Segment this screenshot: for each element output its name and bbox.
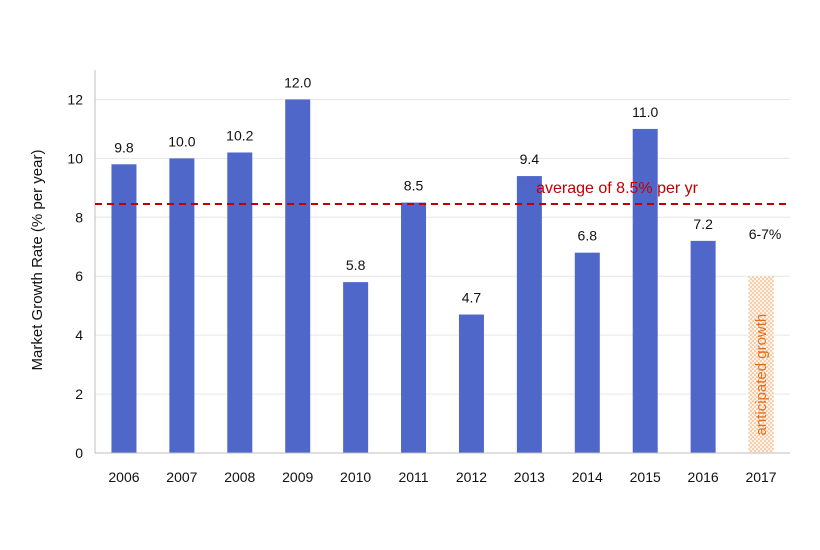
data-label-2013: 9.4 — [520, 151, 540, 167]
data-label-2011: 8.5 — [404, 178, 424, 194]
x-tick-label-2013: 2013 — [514, 469, 545, 485]
x-tick-label-2010: 2010 — [340, 469, 371, 485]
bar-2014 — [574, 252, 600, 453]
x-tick-label-2008: 2008 — [224, 469, 255, 485]
data-label-2008: 10.2 — [226, 127, 253, 143]
x-tick-label-2016: 2016 — [688, 469, 719, 485]
data-labels: 9.8 10.0 10.2 12.0 5.8 8.5 4.7 9.4 6.8 11.0 7.2 6-7… — [114, 74, 781, 435]
bars — [111, 99, 716, 454]
x-tick-label-2007: 2007 — [166, 469, 197, 485]
y-tick-label: 4 — [75, 327, 83, 343]
x-tick-label-2009: 2009 — [282, 469, 313, 485]
bar-2012 — [458, 314, 484, 453]
data-label-2015: 11.0 — [632, 104, 658, 120]
y-tick-label: 6 — [75, 268, 83, 284]
bar-2013 — [516, 176, 542, 454]
y-tick-label: 0 — [75, 445, 83, 461]
axes: 0 2 4 6 8 10 12 2006 2007 2008 2009 2010 2011 2012 201… — [67, 70, 790, 485]
data-label-2006: 9.8 — [114, 139, 134, 155]
bar-2015 — [632, 128, 658, 453]
anticipated-growth-region — [748, 276, 774, 453]
x-tick-label-2015: 2015 — [630, 469, 661, 485]
y-axis-title: Market Growth Rate (% per year) — [29, 150, 46, 371]
average-label: average of 8.5% per yr — [536, 180, 699, 197]
y-tick-label: 8 — [75, 209, 83, 225]
anticipated-growth-label: anticipated growth — [753, 314, 770, 436]
x-tick-label-2017: 2017 — [745, 469, 776, 485]
data-label-2009: 12.0 — [284, 74, 311, 90]
data-label-2010: 5.8 — [346, 257, 366, 273]
anticipated-bar-2017 — [748, 276, 774, 453]
x-tick-label-2014: 2014 — [572, 469, 603, 485]
bar-2008 — [227, 152, 253, 453]
y-tick-label: 10 — [67, 150, 83, 166]
data-label-2014: 6.8 — [578, 228, 598, 244]
bar-2011 — [401, 202, 427, 453]
data-label-2017: 6-7% — [749, 226, 782, 242]
bar-2007 — [169, 158, 195, 453]
bar-2009 — [285, 99, 311, 453]
average-reference: average of 8.5% per yr — [95, 180, 790, 206]
bar-2016 — [690, 240, 716, 453]
y-tick-label: 12 — [67, 91, 83, 107]
x-tick-label-2012: 2012 — [456, 469, 487, 485]
data-label-2007: 10.0 — [168, 133, 195, 149]
data-label-2016: 7.2 — [693, 216, 713, 232]
data-label-2012: 4.7 — [462, 290, 482, 306]
x-tick-label-2006: 2006 — [108, 469, 139, 485]
bar-2010 — [343, 282, 369, 453]
bar-2006 — [111, 164, 137, 453]
y-tick-label: 2 — [75, 386, 83, 402]
x-tick-label-2011: 2011 — [398, 469, 428, 485]
gridlines — [95, 98, 790, 395]
